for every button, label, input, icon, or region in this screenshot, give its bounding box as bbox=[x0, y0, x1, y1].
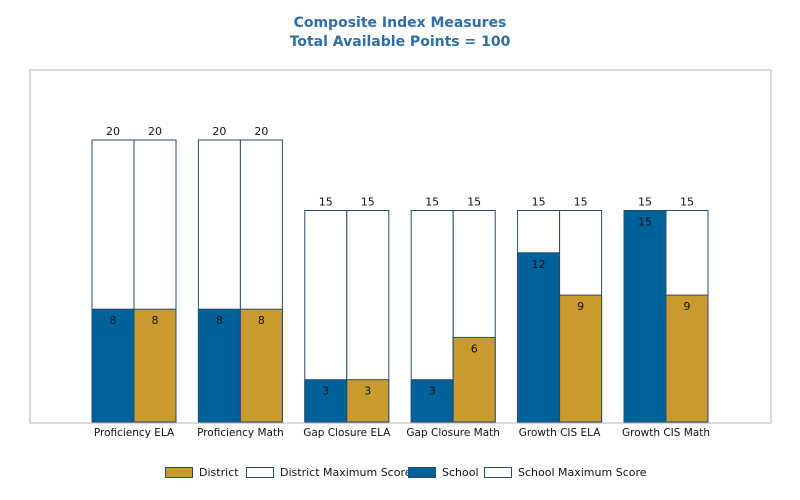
school-max-label: 15 bbox=[638, 196, 652, 209]
category-label: Gap Closure ELA bbox=[303, 427, 391, 439]
chart-legend: District District Maximum Score School S… bbox=[0, 464, 800, 480]
district-value-label: 8 bbox=[258, 314, 265, 327]
district-bar bbox=[452, 336, 496, 423]
legend-swatch-school-max bbox=[484, 466, 512, 478]
category-label: Growth CIS ELA bbox=[519, 427, 601, 439]
district-bar bbox=[133, 308, 177, 423]
district-value-label: 3 bbox=[364, 385, 371, 398]
school-bar bbox=[197, 308, 241, 423]
district-max-label: 15 bbox=[467, 196, 481, 209]
school-value-label: 3 bbox=[429, 385, 436, 398]
chart-title: Composite Index Measures bbox=[293, 15, 507, 31]
school-value-label: 12 bbox=[532, 258, 546, 271]
school-max-label: 15 bbox=[532, 196, 546, 209]
district-value-label: 9 bbox=[684, 300, 691, 313]
school-max-label: 20 bbox=[212, 125, 226, 138]
school-bar bbox=[517, 252, 561, 423]
legend-label-district-max: District Maximum Score bbox=[280, 465, 412, 479]
school-value-label: 15 bbox=[638, 216, 652, 229]
legend-swatch-district bbox=[165, 466, 193, 478]
legend-swatch-school bbox=[408, 466, 436, 478]
chart-subtitle: Total Available Points = 100 bbox=[289, 34, 511, 50]
school-value-label: 8 bbox=[110, 314, 117, 327]
school-bar bbox=[304, 379, 348, 423]
district-value-label: 8 bbox=[152, 314, 159, 327]
legend-item-district: District bbox=[165, 464, 239, 480]
chart-plot: 20 8 20 8 Proficiency ELA 20 8 20 8 Proficiency M… bbox=[29, 69, 772, 439]
district-max-label: 20 bbox=[254, 125, 268, 138]
legend-label-school: School bbox=[442, 465, 479, 479]
legend-item-district-max: District Maximum Score bbox=[246, 464, 412, 480]
district-bar bbox=[559, 294, 603, 423]
school-max-label: 15 bbox=[319, 196, 333, 209]
legend-label-district: District bbox=[199, 465, 239, 479]
district-max-label: 20 bbox=[148, 125, 162, 138]
category-label: Gap Closure Math bbox=[406, 427, 500, 439]
school-bar bbox=[410, 379, 454, 423]
district-max-label: 15 bbox=[574, 196, 588, 209]
district-bar bbox=[346, 379, 390, 423]
school-max-label: 20 bbox=[106, 125, 120, 138]
school-bar bbox=[623, 210, 667, 423]
legend-swatch-district-max bbox=[246, 466, 274, 478]
legend-label-school-max: School Maximum Score bbox=[518, 465, 647, 479]
legend-item-school-max: School Maximum Score bbox=[484, 464, 647, 480]
plot-frame bbox=[29, 69, 772, 424]
school-value-label: 3 bbox=[322, 385, 329, 398]
district-bar bbox=[665, 294, 709, 423]
district-max-label: 15 bbox=[361, 196, 375, 209]
category-label: Growth CIS Math bbox=[622, 427, 710, 439]
district-value-label: 9 bbox=[577, 300, 584, 313]
category-label: Proficiency ELA bbox=[94, 427, 175, 439]
district-bar bbox=[239, 308, 283, 423]
district-value-label: 6 bbox=[471, 342, 478, 355]
legend-item-school: School bbox=[408, 464, 479, 480]
district-max-label: 15 bbox=[680, 196, 694, 209]
school-value-label: 8 bbox=[216, 314, 223, 327]
category-label: Proficiency Math bbox=[197, 427, 284, 439]
school-max-label: 15 bbox=[425, 196, 439, 209]
